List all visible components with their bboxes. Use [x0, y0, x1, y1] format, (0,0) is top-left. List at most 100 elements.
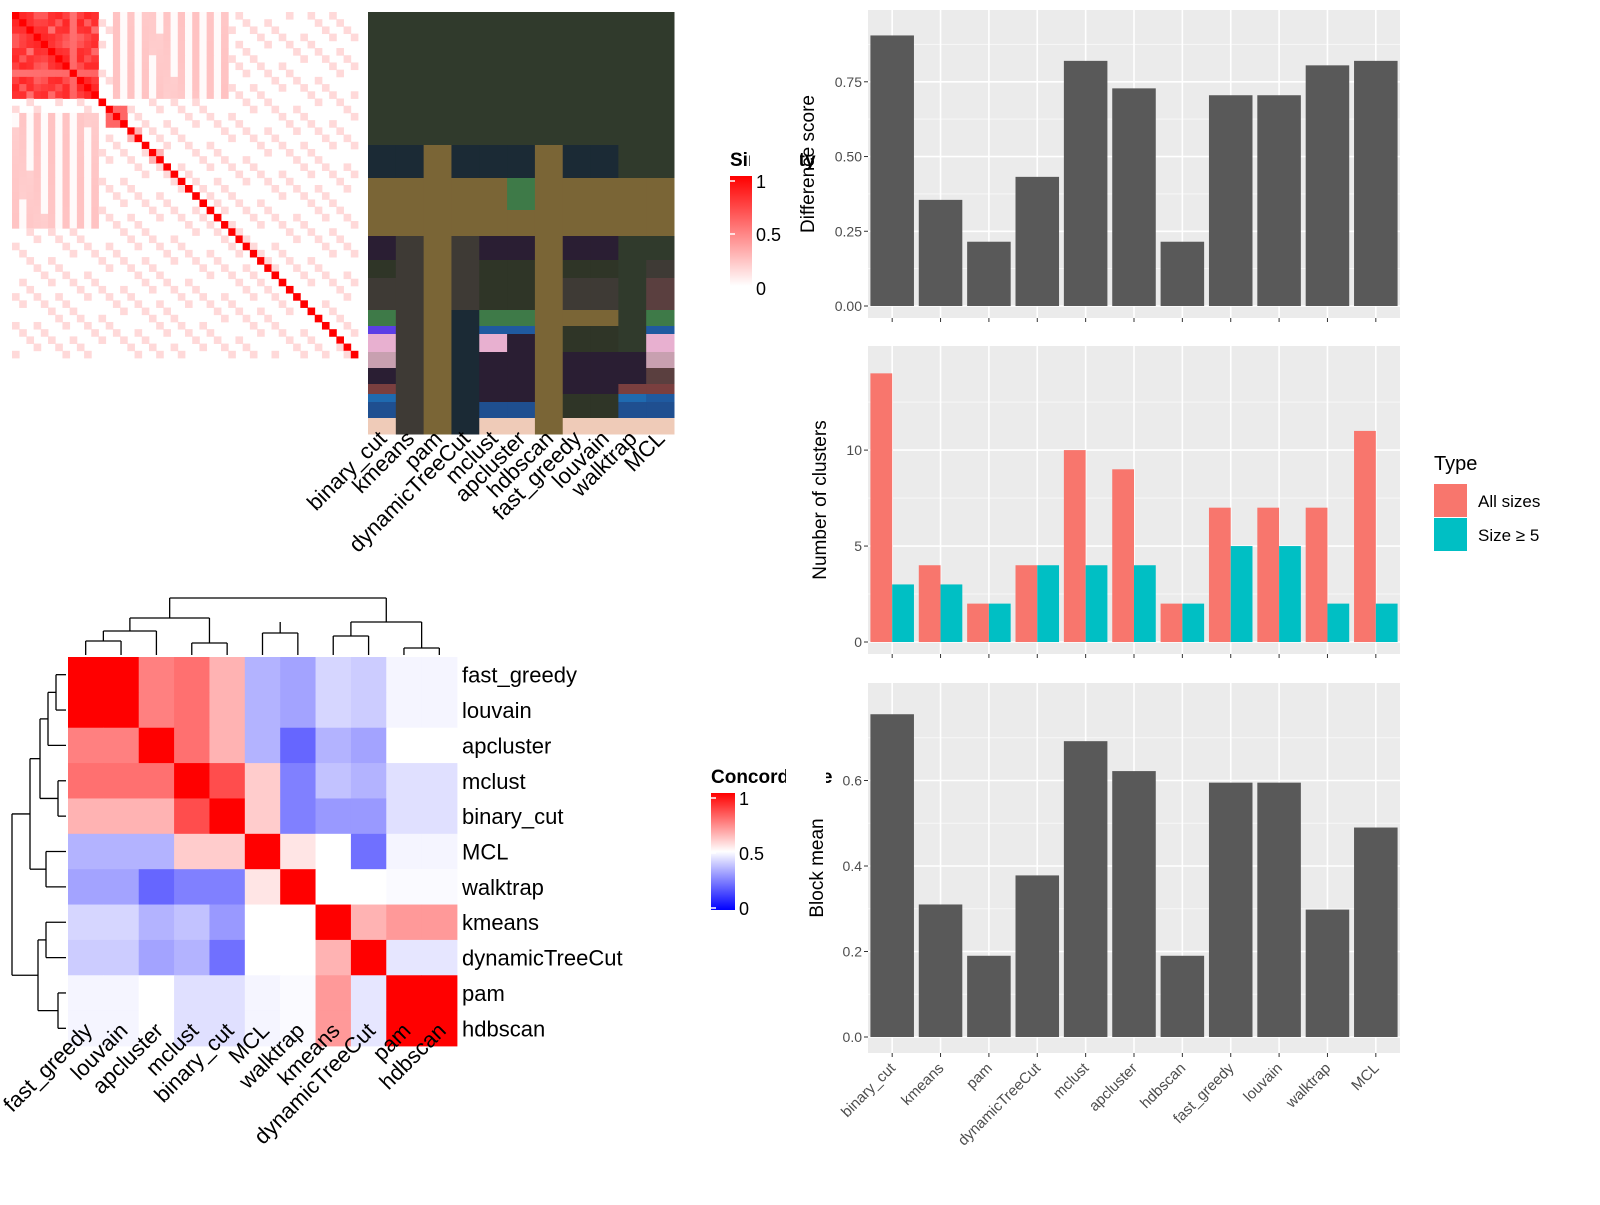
similarity-cell — [48, 148, 56, 157]
similarity-cell — [206, 91, 215, 99]
similarity-cell — [127, 343, 135, 352]
similarity-cell — [300, 55, 308, 63]
annotation-cell — [368, 352, 397, 369]
similarity-cell — [48, 141, 56, 150]
similarity-cell — [69, 76, 78, 85]
similarity-cell — [321, 26, 330, 35]
similarity-cell — [336, 235, 344, 244]
similarity-cell — [271, 321, 280, 330]
similarity-cell — [170, 127, 179, 135]
similarity-cell — [192, 192, 200, 200]
similarity-cell — [192, 62, 200, 71]
concordance-legend-tick-label: 0.5 — [739, 844, 764, 864]
similarity-cell — [170, 33, 179, 42]
x-tick-label: apcluster — [1086, 1060, 1141, 1115]
similarity-cell — [84, 141, 92, 150]
similarity-cell — [278, 329, 287, 337]
similarity-cell — [271, 26, 280, 35]
similarity-cell — [33, 84, 42, 92]
similarity-cell — [69, 134, 78, 143]
concordance-cell — [103, 657, 140, 693]
similarity-cell — [134, 55, 143, 63]
similarity-cell — [69, 48, 78, 56]
annotation-cell — [368, 210, 397, 237]
annotation-cell — [507, 384, 536, 395]
similarity-cell — [177, 84, 186, 92]
similarity-cell — [84, 192, 92, 200]
similarity-cell — [228, 228, 236, 236]
concordance-cell — [209, 692, 246, 729]
similarity-cell — [19, 141, 27, 150]
similarity-cell — [84, 76, 92, 85]
similarity-cell — [350, 33, 359, 42]
similarity-cell — [156, 163, 164, 171]
similarity-cell — [112, 192, 121, 200]
similarity-cell — [48, 33, 56, 42]
concordance-cell — [315, 692, 352, 729]
concordance-row-label: walktrap — [461, 875, 544, 900]
similarity-cell — [62, 40, 71, 49]
similarity-cell — [221, 235, 229, 244]
similarity-cell — [163, 33, 171, 42]
concordance-cell — [103, 798, 140, 835]
similarity-cell — [278, 112, 287, 121]
similarity-cell — [62, 55, 71, 63]
concordance-cell — [280, 798, 316, 835]
similarity-cell — [55, 98, 63, 107]
similarity-cell — [134, 12, 143, 20]
similarity-cell — [69, 199, 78, 208]
similarity-cell — [19, 120, 27, 128]
similarity-cell — [69, 40, 78, 49]
similarity-cell — [98, 285, 107, 294]
similarity-cell — [134, 192, 143, 200]
annotation-cell — [618, 418, 647, 435]
similarity-cell — [177, 12, 186, 20]
similarity-cell — [228, 26, 236, 35]
similarity-cell — [177, 163, 186, 171]
x-tick-label: MCL — [1348, 1060, 1382, 1094]
similarity-cell — [228, 300, 236, 308]
similarity-cell — [84, 177, 92, 186]
bar-size-ge-5 — [1327, 603, 1350, 642]
concordance-colorbar — [711, 793, 735, 910]
bar — [1112, 771, 1156, 1037]
similarity-cell — [40, 120, 49, 128]
similarity-cell — [69, 26, 78, 35]
concordance-cell — [386, 904, 423, 941]
similarity-cell — [170, 285, 179, 294]
similarity-cell — [192, 12, 200, 20]
similarity-cell — [206, 69, 215, 78]
similarity-cell — [55, 76, 63, 85]
similarity-cell — [19, 12, 27, 20]
similarity-cell — [84, 33, 92, 42]
concordance-cell — [315, 657, 352, 693]
bar — [1208, 782, 1253, 1037]
concordance-cell — [280, 939, 316, 976]
type-legend-label: Size ≥ 5 — [1478, 526, 1539, 545]
similarity-cell — [55, 199, 63, 208]
similarity-cell — [257, 141, 265, 150]
similarity-cell — [26, 213, 35, 222]
bar-size-ge-5 — [940, 584, 963, 642]
similarity-cell — [62, 156, 71, 164]
similarity-cell — [221, 221, 229, 229]
similarity-cell — [33, 76, 42, 85]
similarity-cell — [257, 221, 265, 229]
similarity-cell — [300, 271, 308, 280]
concordance-cell — [138, 763, 175, 799]
concordance-cell — [386, 692, 423, 729]
similarity-cell — [98, 148, 107, 157]
concordance-cell — [68, 657, 104, 693]
similarity-cell — [249, 271, 258, 280]
similarity-cell — [12, 177, 20, 186]
bar — [1015, 875, 1060, 1037]
similarity-cell — [26, 148, 35, 157]
type-legend-key — [1434, 484, 1467, 517]
annotation-cell — [590, 236, 619, 261]
similarity-cell — [48, 26, 56, 35]
similarity-cell — [206, 84, 215, 92]
concordance-cell — [386, 727, 423, 764]
similarity-cell — [148, 127, 157, 135]
similarity-cell — [264, 206, 272, 215]
